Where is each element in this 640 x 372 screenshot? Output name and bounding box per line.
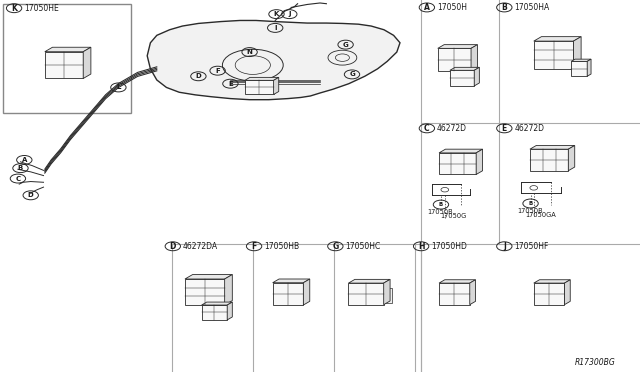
Polygon shape — [438, 45, 477, 48]
Text: D: D — [28, 192, 33, 198]
Polygon shape — [450, 67, 479, 70]
Bar — [202, 305, 227, 320]
Bar — [349, 283, 384, 305]
Text: B: B — [18, 165, 23, 171]
Polygon shape — [534, 36, 581, 41]
Text: D: D — [170, 242, 176, 251]
Polygon shape — [147, 20, 400, 100]
Bar — [439, 283, 470, 305]
Polygon shape — [185, 275, 232, 279]
Text: 17050HB: 17050HB — [264, 242, 300, 251]
Bar — [3, 4, 131, 113]
Bar — [245, 80, 274, 94]
Text: A: A — [424, 3, 430, 12]
Text: 46272D: 46272D — [515, 124, 545, 133]
Bar — [530, 149, 568, 171]
Bar — [534, 283, 564, 305]
Polygon shape — [534, 280, 570, 283]
Polygon shape — [474, 67, 479, 86]
Text: G: G — [332, 242, 339, 251]
Polygon shape — [572, 59, 591, 61]
Text: E: E — [502, 124, 507, 133]
Text: 17050HE: 17050HE — [24, 4, 59, 13]
Polygon shape — [439, 149, 483, 153]
Text: B: B — [439, 202, 443, 207]
Polygon shape — [588, 59, 591, 76]
Text: 46272D: 46272D — [437, 124, 467, 133]
Polygon shape — [573, 36, 581, 69]
Text: J: J — [503, 242, 506, 251]
Text: F: F — [252, 242, 257, 251]
Text: K: K — [274, 11, 279, 17]
Text: G: G — [349, 71, 355, 77]
Text: N: N — [246, 49, 253, 55]
Polygon shape — [564, 280, 570, 305]
Text: 17050GA: 17050GA — [525, 212, 556, 218]
Text: 17050G: 17050G — [440, 213, 467, 219]
Text: 17050B: 17050B — [517, 208, 543, 214]
Bar — [273, 283, 303, 305]
Text: B: B — [529, 201, 532, 206]
Text: I: I — [274, 25, 276, 31]
Text: C: C — [424, 124, 429, 133]
Polygon shape — [303, 279, 310, 305]
Bar — [185, 279, 225, 305]
Polygon shape — [83, 47, 91, 78]
Text: 17050HD: 17050HD — [431, 242, 467, 251]
Polygon shape — [245, 77, 279, 80]
Polygon shape — [202, 302, 232, 305]
Polygon shape — [383, 279, 390, 305]
Text: G: G — [343, 42, 348, 48]
Text: 17050HA: 17050HA — [515, 3, 550, 12]
Text: H: H — [418, 242, 424, 251]
Polygon shape — [225, 275, 232, 305]
Bar — [450, 70, 474, 86]
Text: 17050B: 17050B — [428, 209, 453, 215]
Polygon shape — [274, 77, 279, 94]
Text: 17050H: 17050H — [437, 3, 467, 12]
Text: F: F — [215, 68, 220, 74]
Polygon shape — [568, 145, 575, 171]
Polygon shape — [530, 145, 575, 149]
Polygon shape — [471, 45, 477, 71]
Text: L: L — [116, 84, 120, 90]
Polygon shape — [227, 302, 232, 320]
Text: R17300BG: R17300BG — [575, 358, 616, 367]
Text: D: D — [196, 73, 201, 79]
Bar — [45, 52, 83, 78]
Text: 17050HF: 17050HF — [515, 242, 549, 251]
Bar — [381, 288, 392, 303]
Polygon shape — [439, 280, 476, 283]
Polygon shape — [470, 280, 476, 305]
Bar — [572, 61, 588, 76]
Polygon shape — [273, 279, 310, 283]
Text: 46272DA: 46272DA — [183, 242, 218, 251]
Bar — [534, 41, 573, 69]
Text: E: E — [228, 81, 233, 87]
Polygon shape — [45, 47, 91, 52]
Bar — [439, 153, 476, 174]
Text: B: B — [502, 3, 507, 12]
Text: J: J — [288, 11, 291, 17]
Text: 17050HC: 17050HC — [346, 242, 381, 251]
Polygon shape — [349, 279, 390, 283]
Bar — [438, 48, 471, 71]
Polygon shape — [476, 149, 483, 174]
Text: C: C — [15, 176, 20, 182]
Text: K: K — [11, 4, 17, 13]
Text: A: A — [22, 157, 27, 163]
